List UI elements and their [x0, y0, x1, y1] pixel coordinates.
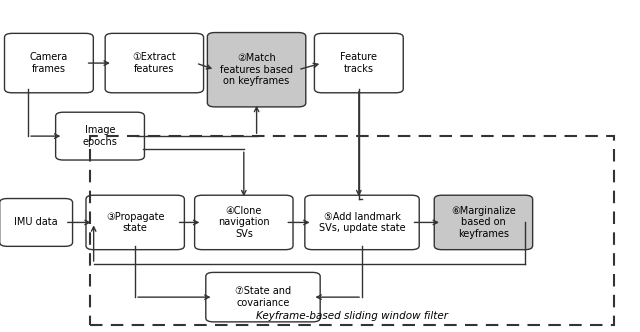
FancyBboxPatch shape	[305, 195, 419, 250]
Text: Keyframe-based sliding window filter: Keyframe-based sliding window filter	[257, 311, 449, 321]
Bar	[90, 136, 614, 325]
Text: Image
epochs: Image epochs	[83, 125, 118, 147]
Text: ⑥Marginalize
based on
keyframes: ⑥Marginalize based on keyframes	[451, 206, 516, 239]
Text: ①Extract
features: ①Extract features	[132, 52, 176, 74]
FancyBboxPatch shape	[105, 34, 204, 93]
FancyBboxPatch shape	[207, 33, 306, 107]
Text: ③Propagate
state: ③Propagate state	[106, 211, 164, 233]
FancyBboxPatch shape	[434, 195, 532, 250]
Text: IMU data: IMU data	[14, 217, 58, 227]
Text: Camera
frames: Camera frames	[30, 52, 68, 74]
FancyBboxPatch shape	[195, 195, 293, 250]
FancyBboxPatch shape	[206, 272, 320, 322]
Text: ④Clone
navigation
SVs: ④Clone navigation SVs	[218, 206, 269, 239]
FancyBboxPatch shape	[4, 34, 93, 93]
Text: ⑦State and
covariance: ⑦State and covariance	[235, 286, 291, 308]
FancyBboxPatch shape	[0, 199, 72, 246]
FancyBboxPatch shape	[86, 195, 184, 250]
FancyBboxPatch shape	[56, 112, 145, 160]
Text: ②Match
features based
on keyframes: ②Match features based on keyframes	[220, 53, 293, 86]
Text: Feature
tracks: Feature tracks	[340, 52, 378, 74]
FancyBboxPatch shape	[314, 34, 403, 93]
Text: ⑤Add landmark
SVs, update state: ⑤Add landmark SVs, update state	[319, 211, 405, 233]
